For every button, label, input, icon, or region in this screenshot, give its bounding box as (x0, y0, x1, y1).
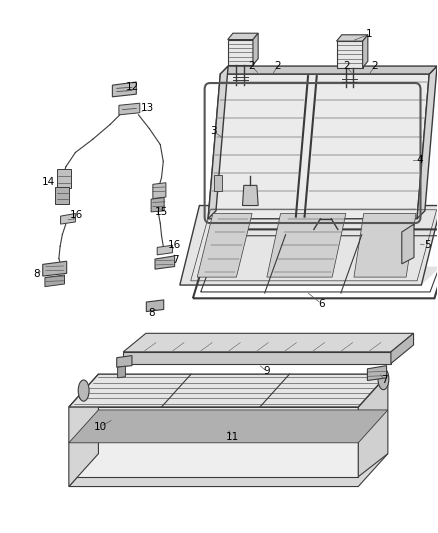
Polygon shape (113, 82, 136, 97)
Polygon shape (60, 214, 75, 224)
Polygon shape (117, 356, 132, 367)
Ellipse shape (78, 380, 89, 401)
Text: 7: 7 (172, 255, 179, 265)
Polygon shape (69, 374, 99, 487)
Text: 2: 2 (248, 61, 255, 71)
Polygon shape (55, 187, 69, 204)
Polygon shape (69, 407, 358, 477)
Text: 14: 14 (42, 176, 55, 187)
Text: 1: 1 (366, 29, 372, 39)
Text: 12: 12 (125, 82, 138, 92)
Text: 13: 13 (141, 103, 154, 114)
Text: 2: 2 (275, 61, 281, 71)
Polygon shape (402, 224, 414, 264)
Polygon shape (180, 206, 438, 285)
Polygon shape (69, 454, 388, 487)
Polygon shape (119, 103, 140, 115)
Polygon shape (243, 185, 258, 206)
Polygon shape (363, 35, 368, 68)
Polygon shape (214, 175, 222, 191)
Polygon shape (220, 66, 437, 74)
Text: 7: 7 (381, 375, 388, 385)
Polygon shape (45, 275, 64, 287)
Polygon shape (155, 256, 175, 269)
Polygon shape (267, 214, 346, 277)
Text: 3: 3 (210, 126, 217, 136)
Polygon shape (69, 410, 388, 443)
Text: 9: 9 (264, 367, 270, 376)
Polygon shape (151, 198, 164, 212)
Text: 11: 11 (226, 432, 239, 442)
Polygon shape (153, 183, 166, 199)
Polygon shape (117, 366, 125, 378)
Polygon shape (123, 333, 413, 352)
Text: 8: 8 (33, 270, 39, 279)
Polygon shape (57, 169, 71, 188)
Polygon shape (358, 374, 388, 477)
Polygon shape (228, 39, 253, 65)
Polygon shape (69, 374, 388, 407)
Polygon shape (228, 33, 258, 39)
Polygon shape (197, 214, 252, 277)
Text: 4: 4 (417, 156, 424, 165)
Polygon shape (253, 33, 258, 65)
Polygon shape (208, 74, 429, 219)
Ellipse shape (378, 368, 389, 390)
Polygon shape (157, 245, 173, 255)
Polygon shape (336, 41, 363, 68)
Text: 5: 5 (424, 240, 431, 251)
Text: 2: 2 (343, 61, 350, 71)
Polygon shape (417, 66, 437, 219)
Text: 10: 10 (94, 422, 107, 432)
Polygon shape (354, 214, 416, 277)
Text: 16: 16 (70, 209, 83, 220)
Polygon shape (123, 352, 391, 364)
Polygon shape (391, 333, 413, 364)
Polygon shape (180, 266, 438, 285)
Text: 15: 15 (155, 207, 168, 217)
Polygon shape (336, 35, 368, 41)
Text: 6: 6 (318, 298, 325, 309)
Text: 8: 8 (148, 308, 155, 318)
Text: 16: 16 (168, 240, 181, 251)
Polygon shape (367, 366, 387, 381)
Text: 2: 2 (371, 61, 378, 71)
Polygon shape (43, 261, 67, 276)
Polygon shape (208, 66, 228, 219)
Polygon shape (146, 300, 164, 312)
